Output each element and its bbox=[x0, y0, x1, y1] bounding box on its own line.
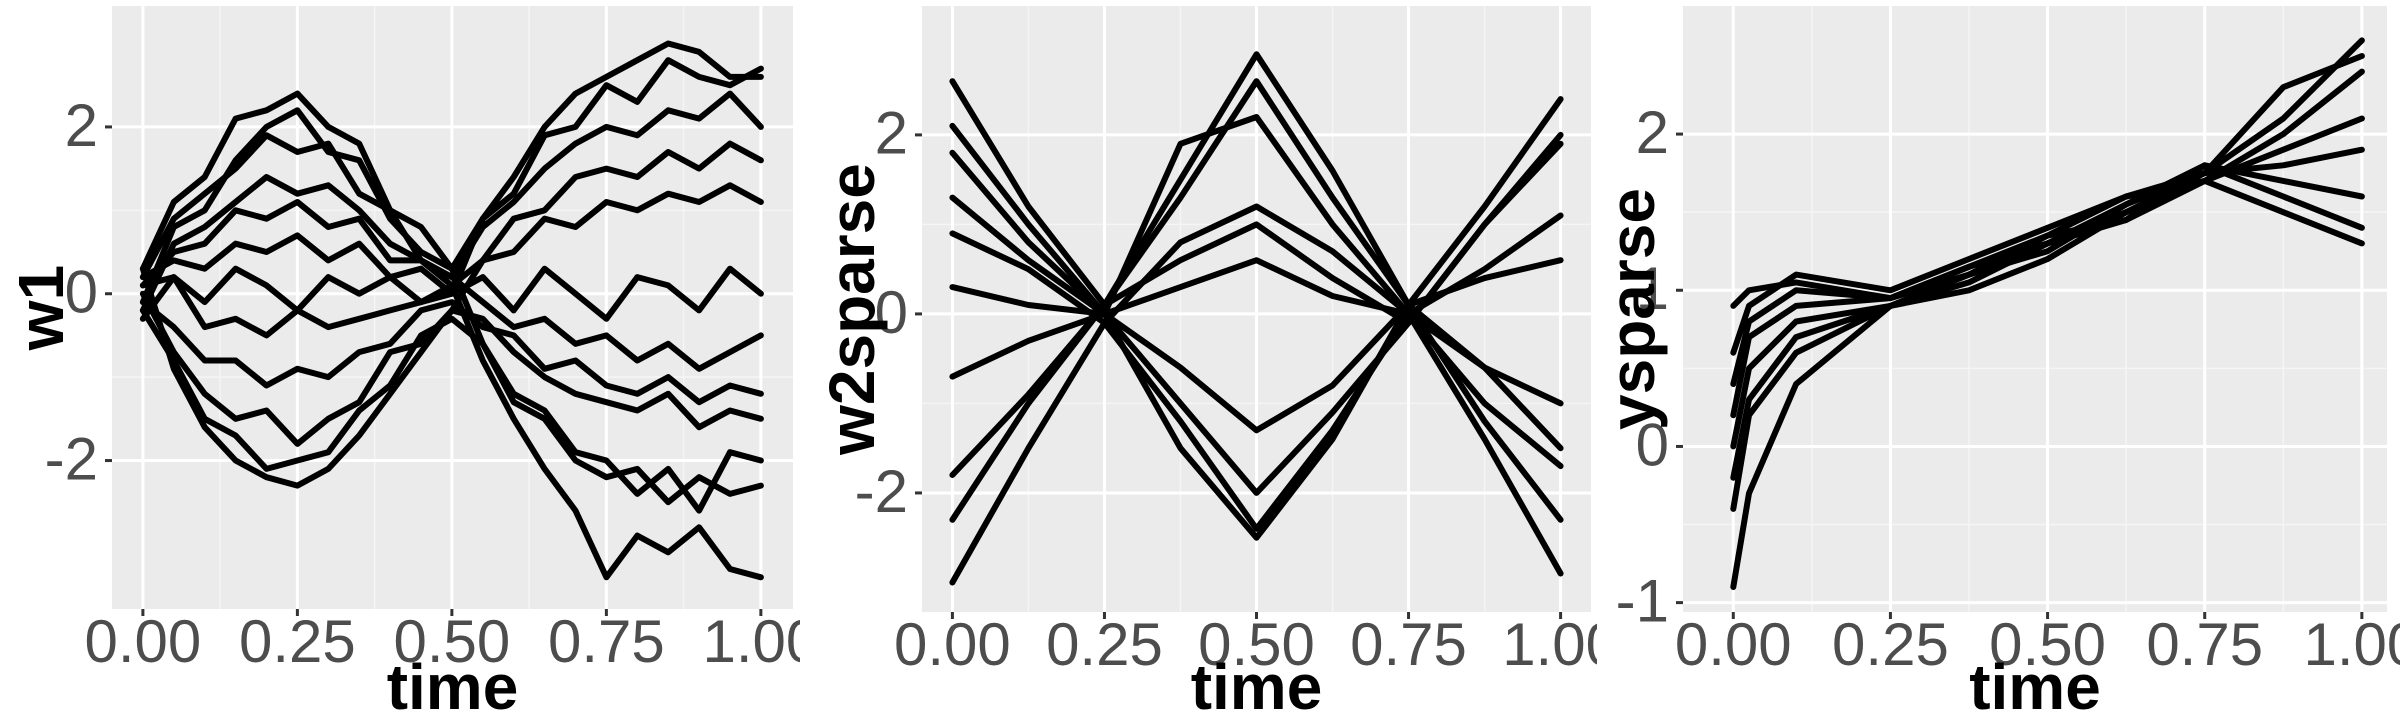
data-line bbox=[139, 265, 764, 489]
y-tick-label: 2 bbox=[875, 100, 908, 167]
data-line bbox=[139, 265, 764, 322]
data-line bbox=[949, 78, 1564, 523]
panel: -2 0 2 0.00 0.25 0.50 0.75 1.00 time w2sparse bbox=[816, 6, 1619, 720]
y-tick-label: -2 bbox=[45, 425, 98, 492]
data-line bbox=[949, 51, 1564, 308]
x-tick-label: 1.00 bbox=[702, 608, 819, 675]
y-tick-label: 0 bbox=[65, 259, 98, 326]
y-tick-label: 2 bbox=[1636, 99, 1669, 166]
data-line bbox=[139, 90, 764, 314]
y-tick-label: 0 bbox=[875, 279, 908, 346]
plot-area bbox=[139, 40, 764, 581]
x-tick-label: 1.00 bbox=[1502, 611, 1619, 678]
data-line bbox=[1730, 177, 2365, 450]
data-line bbox=[139, 307, 764, 506]
x-tick-label: 0.25 bbox=[1832, 611, 1949, 678]
data-line bbox=[1730, 162, 2365, 481]
x-tick-label: 0.50 bbox=[1198, 611, 1315, 678]
data-line bbox=[139, 299, 764, 406]
plot-area bbox=[1730, 37, 2365, 590]
y-tick-label: -2 bbox=[855, 458, 908, 525]
x-tick-label: 0.00 bbox=[85, 608, 202, 675]
data-line bbox=[949, 131, 1564, 523]
data-line bbox=[949, 114, 1564, 470]
data-line bbox=[1730, 146, 2365, 356]
plot-background bbox=[1683, 6, 2387, 612]
x-tick-label: 0.75 bbox=[548, 608, 665, 675]
x-tick-label: 0.00 bbox=[1675, 611, 1792, 678]
data-line bbox=[949, 257, 1564, 541]
panel: -2 0 2 0.00 0.25 0.50 0.75 1.00 time w1 bbox=[5, 6, 819, 720]
data-line bbox=[139, 107, 764, 514]
x-tick-label: 1.00 bbox=[2303, 611, 2400, 678]
x-tick-label: 0.25 bbox=[1046, 611, 1163, 678]
x-axis-title: time bbox=[387, 651, 519, 720]
data-line bbox=[949, 122, 1564, 452]
data-line bbox=[1730, 115, 2365, 309]
x-tick-label: 0.75 bbox=[1350, 611, 1467, 678]
y-tick-label: 0 bbox=[1636, 411, 1669, 478]
data-line bbox=[1730, 37, 2365, 590]
data-line bbox=[949, 310, 1564, 586]
x-tick-label: 0.50 bbox=[393, 608, 510, 675]
x-tick-label: 0.00 bbox=[894, 611, 1011, 678]
x-tick-label: 0.50 bbox=[1989, 611, 2106, 678]
x-axis-title: time bbox=[1969, 651, 2101, 720]
x-tick-label: 0.25 bbox=[239, 608, 356, 675]
x-axis-title: time bbox=[1191, 651, 1323, 720]
y-axis-title: ysparse bbox=[1596, 188, 1668, 430]
y-axis-title: w1 bbox=[5, 265, 77, 351]
y-tick-label: -1 bbox=[1616, 567, 1669, 634]
x-tick-label: 0.75 bbox=[2146, 611, 2263, 678]
y-tick-label: 2 bbox=[65, 92, 98, 159]
y-tick-label: 1 bbox=[1636, 255, 1669, 322]
y-axis-title: w2sparse bbox=[816, 163, 888, 456]
data-line bbox=[139, 274, 764, 581]
panel: -1 0 1 2 0.00 0.25 0.50 0.75 1.00 time ysparse bbox=[1596, 6, 2400, 720]
data-line bbox=[1730, 68, 2365, 512]
plot-area bbox=[949, 51, 1564, 586]
